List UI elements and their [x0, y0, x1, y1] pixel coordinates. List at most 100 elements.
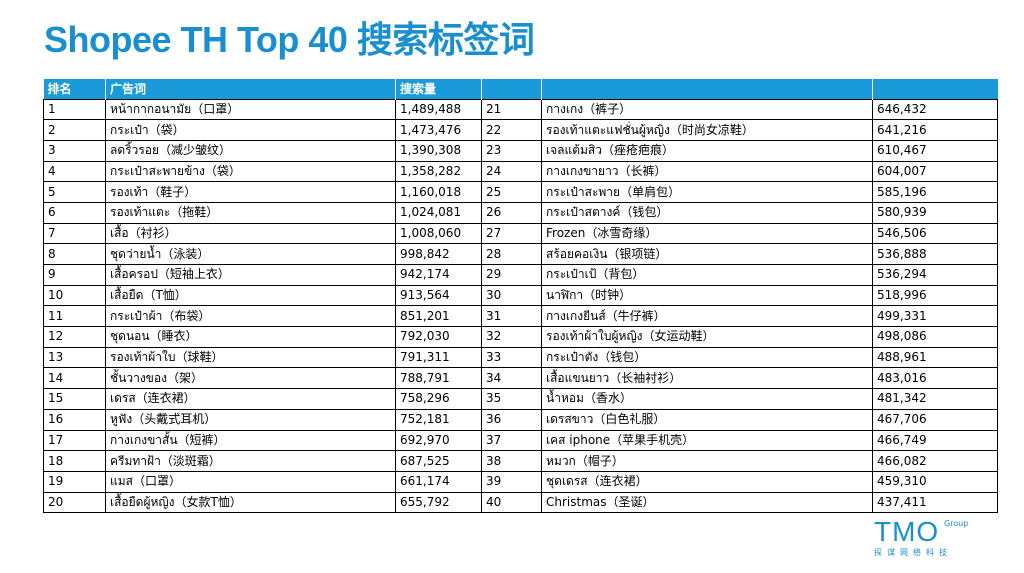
cell-term: ครีมทาฝ้า（淡斑霜）: [105, 450, 396, 472]
cell-term: เสื้อ（衬衫）: [105, 222, 396, 245]
cell-rank-2: 27: [481, 222, 542, 245]
cell-rank-2: 26: [481, 201, 542, 224]
page-title: Shopee TH Top 40 搜索标签词: [44, 19, 535, 60]
header-term-2: [541, 79, 873, 99]
table-row: 2 กระเป๋า（袋） 1,473,476 22 รองเท้าแตะแฟชั่นผู…: [43, 119, 998, 141]
cell-rank: 5: [43, 181, 106, 203]
logo-group-text: Group: [944, 519, 969, 528]
cell-term-2: น้ำหอม（香水）: [541, 388, 873, 410]
cell-volume-2: 546,506: [872, 222, 998, 245]
header-term: 广告词: [105, 79, 396, 99]
cell-volume-2: 499,331: [872, 305, 998, 328]
cell-rank: 13: [43, 346, 106, 369]
cell-volume-2: 536,294: [872, 264, 998, 286]
cell-volume-2: 641,216: [872, 119, 998, 141]
table-row: 3 ลดริ้วรอย（减少皱纹） 1,390,308 23 เจลแต้มสิว（痤疮…: [43, 139, 998, 162]
cell-rank-2: 23: [481, 139, 542, 162]
cell-volume-2: 518,996: [872, 284, 998, 307]
table-row: 11 กระเป๋าผ้า（布袋） 851,201 31 กางเกงยีนส์（牛仔裤…: [43, 305, 998, 328]
cell-term-2: กางเกงยีนส์（牛仔裤）: [541, 305, 873, 328]
cell-volume-2: 610,467: [872, 139, 998, 162]
header-rank: 排名: [43, 79, 106, 99]
cell-volume: 851,201: [395, 305, 482, 328]
cell-term: กระเป๋าผ้า（布袋）: [105, 305, 396, 328]
table-row: 14 ชั้นวางของ（架） 788,791 34 เสื้อแขนยาว（长袖衬衫…: [43, 367, 998, 390]
table-row: 18 ครีมทาฝ้า（淡斑霜） 687,525 38 หมวก（帽子） 466,082: [43, 450, 998, 472]
cell-term-2: กระเป๋าสะพาย（单肩包）: [541, 181, 873, 203]
cell-term-2: รองเท้าแตะแฟชั่นผู้หญิง（时尚女凉鞋）: [541, 119, 873, 141]
cell-term-2: สร้อยคอเงิน（银项链）: [541, 243, 873, 265]
table-row: 19 แมส（口罩） 661,174 39 ชุดเดรส（连衣裙） 459,310: [43, 470, 998, 493]
cell-rank: 8: [43, 243, 106, 265]
cell-term-2: เดรสขาว（白色礼服）: [541, 408, 873, 431]
cell-term-2: Christmas（圣诞）: [541, 491, 873, 514]
cell-volume: 655,792: [395, 491, 482, 514]
table-row: 6 รองเท้าแตะ（拖鞋） 1,024,081 26 กระเป๋าสตางค์（…: [43, 201, 998, 224]
cell-rank: 17: [43, 429, 106, 452]
cell-volume: 788,791: [395, 367, 482, 390]
cell-volume-2: 481,342: [872, 388, 998, 410]
cell-rank: 10: [43, 284, 106, 307]
cell-term: ชั้นวางของ（架）: [105, 367, 396, 390]
cell-volume-2: 483,016: [872, 367, 998, 390]
cell-rank: 3: [43, 139, 106, 162]
table-header-row: 排名 广告词 搜索量: [43, 79, 998, 99]
cell-rank-2: 28: [481, 243, 542, 265]
cell-volume: 1,160,018: [395, 181, 482, 203]
cell-rank-2: 33: [481, 346, 542, 369]
cell-rank: 1: [43, 98, 106, 121]
cell-volume: 692,970: [395, 429, 482, 452]
cell-rank: 7: [43, 222, 106, 245]
cell-term: ชุดว่ายน้ำ（泳装）: [105, 243, 396, 265]
cell-term: กระเป๋าสะพายข้าง（袋）: [105, 160, 396, 183]
cell-volume: 1,008,060: [395, 222, 482, 245]
cell-volume-2: 466,082: [872, 450, 998, 472]
cell-rank: 20: [43, 491, 106, 514]
cell-volume: 752,181: [395, 408, 482, 431]
cell-term-2: กระเป๋าเป้（背包）: [541, 264, 873, 286]
cell-volume: 1,489,488: [395, 98, 482, 121]
table-row: 5 รองเท้า（鞋子） 1,160,018 25 กระเป๋าสะพาย（单肩包）…: [43, 181, 998, 203]
cell-term: รองเท้า（鞋子）: [105, 181, 396, 203]
cell-volume: 998,842: [395, 243, 482, 265]
cell-volume-2: 459,310: [872, 470, 998, 493]
cell-rank-2: 35: [481, 388, 542, 410]
cell-rank: 9: [43, 264, 106, 286]
cell-volume: 1,358,282: [395, 160, 482, 183]
cell-volume: 791,311: [395, 346, 482, 369]
cell-rank-2: 38: [481, 450, 542, 472]
cell-volume: 758,296: [395, 388, 482, 410]
cell-term: หน้ากากอนามัย（口罩）: [105, 98, 396, 121]
header-volume-2: [872, 79, 998, 99]
cell-term: เสื้อครอป（短袖上衣）: [105, 264, 396, 286]
cell-rank-2: 30: [481, 284, 542, 307]
cell-rank: 16: [43, 408, 106, 431]
cell-rank-2: 22: [481, 119, 542, 141]
cell-term: ลดริ้วรอย（减少皱纹）: [105, 139, 396, 162]
cell-term-2: กระเป๋าสตางค์（钱包）: [541, 201, 873, 224]
header-volume: 搜索量: [395, 79, 482, 99]
cell-volume-2: 437,411: [872, 491, 998, 514]
cell-rank-2: 40: [481, 491, 542, 514]
table-row: 20 เสื้อยืดผู้หญิง（女款T恤） 655,792 40 Christma…: [43, 491, 998, 514]
cell-term-2: กางเกง（裤子）: [541, 98, 873, 121]
cell-term-2: เคส iphone（苹果手机壳）: [541, 429, 873, 452]
cell-volume-2: 585,196: [872, 181, 998, 203]
cell-volume-2: 536,888: [872, 243, 998, 265]
cell-term-2: กระเป๋าตัง（钱包）: [541, 346, 873, 369]
cell-volume: 1,473,476: [395, 119, 482, 141]
table-row: 16 หูฟัง（头戴式耳机） 752,181 36 เดรสขาว（白色礼服） 467,…: [43, 408, 998, 431]
cell-rank: 18: [43, 450, 106, 472]
cell-term: เสื้อยืดผู้หญิง（女款T恤）: [105, 491, 396, 514]
table-body: 1 หน้ากากอนามัย（口罩） 1,489,488 21 กางเกง（裤子） 6…: [43, 98, 998, 514]
table-row: 12 ชุดนอน（睡衣） 792,030 32 รองเท้าผ้าใบผู้หญิง…: [43, 326, 998, 348]
table-row: 10 เสื้อยืด（T恤） 913,564 30 นาฬิกา（时钟） 518,996: [43, 284, 998, 307]
cell-rank: 11: [43, 305, 106, 328]
table-row: 1 หน้ากากอนามัย（口罩） 1,489,488 21 กางเกง（裤子） 6…: [43, 98, 998, 121]
cell-rank: 2: [43, 119, 106, 141]
cell-rank-2: 25: [481, 181, 542, 203]
cell-volume: 1,024,081: [395, 201, 482, 224]
cell-rank: 12: [43, 326, 106, 348]
header-rank-2: [481, 79, 542, 99]
cell-term-2: ชุดเดรส（连衣裙）: [541, 470, 873, 493]
